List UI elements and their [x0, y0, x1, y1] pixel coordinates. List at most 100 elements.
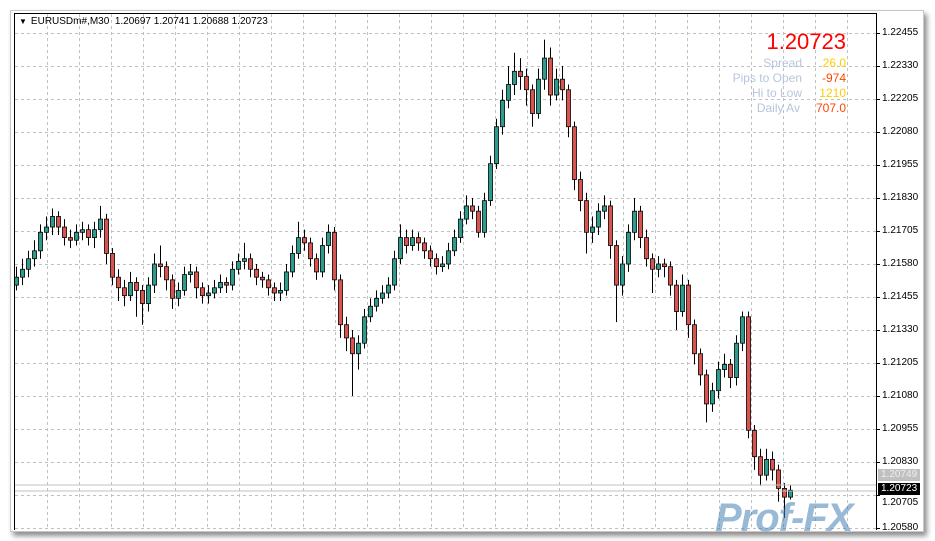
candle-body	[170, 279, 175, 299]
candle-body	[596, 210, 601, 228]
bid-price-label: 1.20723	[878, 483, 921, 495]
candle	[674, 279, 679, 330]
info-row: Pips to Open -974	[733, 71, 846, 85]
candle	[410, 229, 415, 251]
candle	[494, 118, 499, 169]
candle	[164, 261, 169, 291]
candle	[50, 208, 55, 235]
candle	[530, 84, 535, 127]
candle	[374, 290, 379, 312]
candle	[416, 232, 421, 251]
price-tick-label: 1.22330	[882, 60, 919, 71]
candle	[152, 253, 157, 294]
candle	[386, 277, 391, 299]
candle	[554, 68, 559, 101]
candle-body	[512, 70, 517, 85]
dropdown-triangle-icon[interactable]: ▼	[19, 17, 27, 26]
candle	[764, 448, 769, 481]
candle-body	[266, 279, 271, 289]
candle-body	[674, 284, 679, 312]
candle-body	[518, 70, 523, 77]
candle	[596, 203, 601, 235]
candle-body	[698, 353, 703, 376]
candle-body	[68, 237, 73, 241]
candle	[542, 39, 547, 90]
candle-body	[566, 89, 571, 128]
candle	[452, 229, 457, 257]
candle-body	[158, 263, 163, 268]
candle	[350, 330, 355, 396]
chart-window[interactable]	[10, 10, 924, 532]
candle	[44, 216, 49, 241]
candle	[320, 237, 325, 278]
candle-body	[188, 271, 193, 275]
candle	[440, 256, 445, 272]
candle	[392, 250, 397, 291]
candle	[14, 266, 19, 291]
candle	[206, 285, 211, 304]
candle	[518, 58, 523, 90]
candle	[512, 52, 517, 96]
candle-body	[146, 284, 151, 304]
candle	[284, 264, 289, 296]
candle	[110, 248, 115, 286]
price-tick-label: 1.21455	[882, 291, 919, 302]
candle	[32, 240, 37, 267]
candle	[170, 274, 175, 309]
candle	[782, 483, 787, 518]
price-tick-label: 1.21955	[882, 159, 919, 170]
info-value: 707.0	[815, 101, 846, 115]
candle	[314, 253, 319, 280]
candle	[176, 282, 181, 307]
candle-body	[164, 266, 169, 281]
candle-body	[530, 89, 535, 114]
candle-body	[776, 469, 781, 489]
candle	[680, 274, 685, 317]
price-tick-label: 1.20705	[882, 497, 919, 508]
price-axis-ticks	[876, 33, 880, 529]
candle-body	[248, 258, 253, 270]
candle	[38, 224, 43, 259]
candle	[722, 353, 727, 378]
candle-body	[770, 458, 775, 471]
candle-body	[56, 216, 61, 228]
candle	[104, 213, 109, 264]
candle-body	[44, 226, 49, 233]
info-value: -974	[821, 71, 846, 85]
candle	[704, 369, 709, 423]
candle	[614, 240, 619, 323]
candle-body	[668, 266, 673, 286]
candle	[338, 274, 343, 338]
candle	[344, 316, 349, 352]
candle	[98, 205, 103, 238]
candle-body	[344, 324, 349, 339]
candle	[248, 253, 253, 278]
candle	[692, 319, 697, 365]
candle	[458, 211, 463, 243]
candle-body	[338, 279, 343, 326]
candle-body	[86, 229, 91, 238]
candle	[566, 84, 571, 138]
candle-body	[140, 289, 145, 304]
candle-body	[362, 316, 367, 344]
candle	[134, 277, 139, 317]
candle	[272, 282, 277, 301]
candle	[242, 242, 247, 270]
candle	[122, 279, 127, 307]
candle	[20, 258, 25, 286]
candle-body	[392, 258, 397, 286]
candle	[638, 205, 643, 249]
candle-body	[32, 250, 37, 260]
candle-body	[680, 284, 685, 312]
candle	[290, 245, 295, 278]
candle-body	[554, 78, 559, 96]
candle-body	[536, 78, 541, 114]
candle-body	[332, 231, 337, 281]
candle	[332, 227, 337, 291]
candle-body	[446, 250, 451, 265]
candle-body	[626, 231, 631, 265]
grid	[15, 14, 876, 530]
candle	[500, 89, 505, 135]
candle-body	[128, 282, 133, 297]
